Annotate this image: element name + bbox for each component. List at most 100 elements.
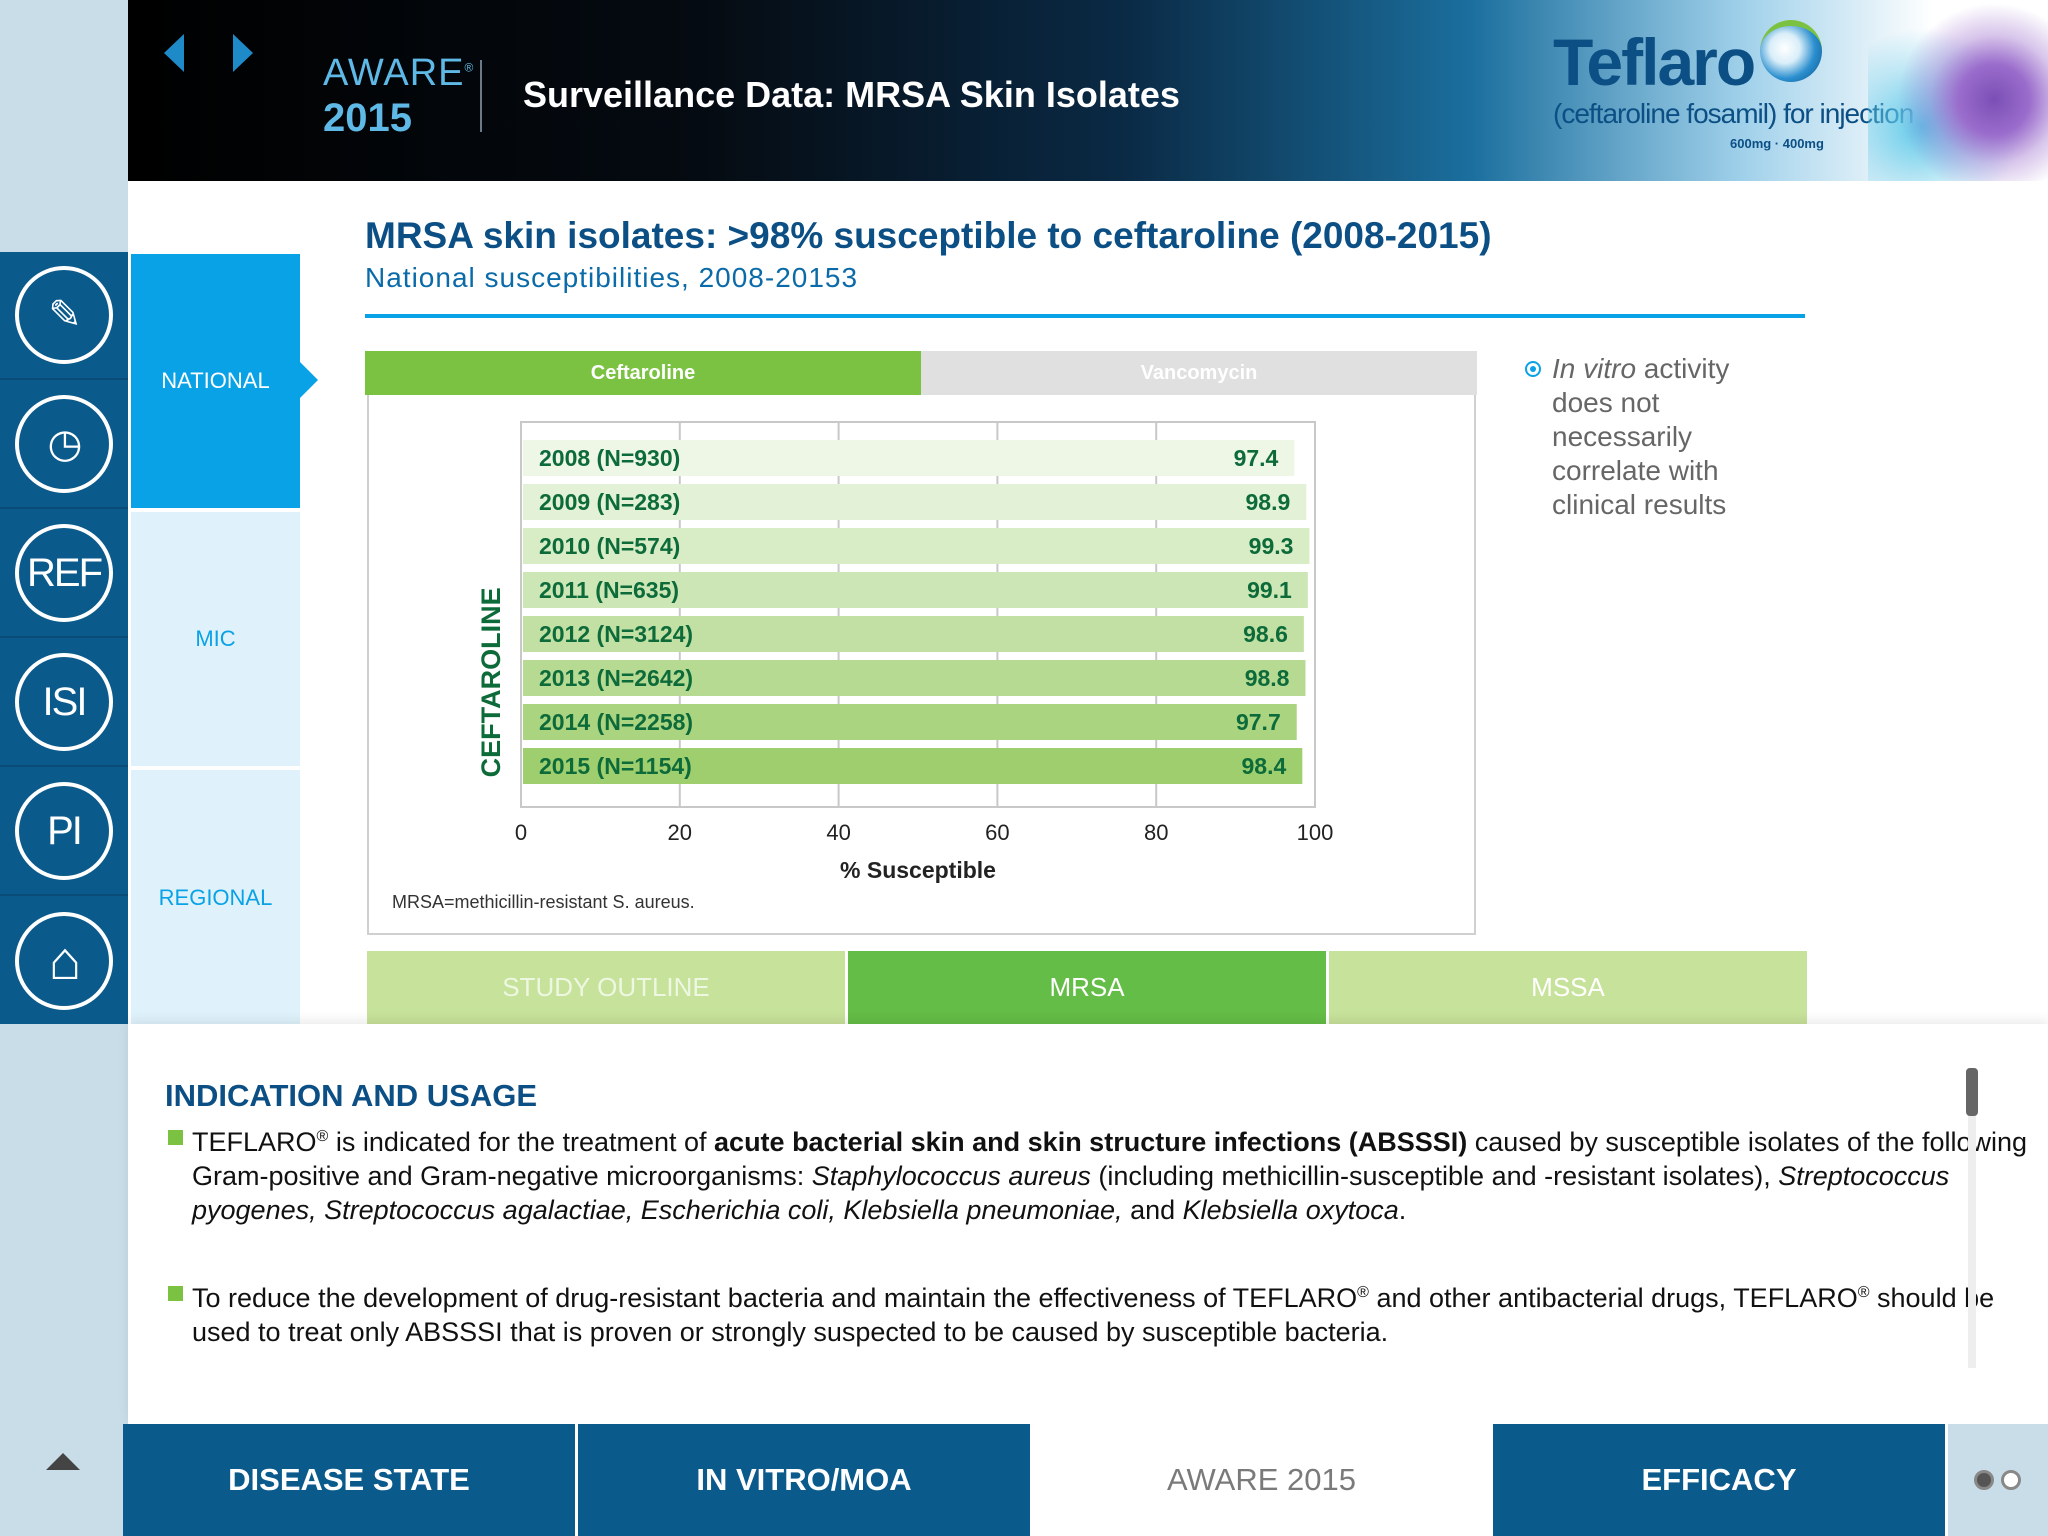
bar-category-label: 2012 (N=3124) xyxy=(539,621,693,647)
tab-label: STUDY OUTLINE xyxy=(502,972,710,1002)
isi-scrollbar-thumb[interactable] xyxy=(1966,1068,1978,1116)
bar-value-label: 98.8 xyxy=(1245,665,1290,691)
x-tick-label: 80 xyxy=(1144,820,1168,845)
dosing-button[interactable]: ◷ xyxy=(0,381,128,509)
x-tick-label: 20 xyxy=(668,820,692,845)
bullet-square-icon xyxy=(168,1286,183,1301)
chart-footnote: MRSA=methicillin-resistant S. aureus. xyxy=(392,892,695,912)
bar-value-label: 99.1 xyxy=(1247,577,1292,603)
bullet-square-icon xyxy=(168,1130,183,1145)
content-subtitle: National susceptibilities, 2008-20153 xyxy=(365,262,859,293)
pi-icon: PI xyxy=(15,782,113,880)
product-logo-dose: 600mg · 400mg xyxy=(1730,136,1824,151)
y-axis-label: CEFTAROLINE xyxy=(476,587,506,777)
bar-category-label: 2014 (N=2258) xyxy=(539,709,693,735)
bar xyxy=(523,660,1306,696)
safety-info-panel[interactable]: INDICATION AND USAGE TEFLARO® is indicat… xyxy=(128,1024,2048,1424)
product-logo-generic: (ceftaroline fosamil) for injection xyxy=(1553,98,1914,129)
footer-tab-efficacy[interactable]: EFFICACY xyxy=(1493,1424,1945,1536)
forward-arrow-icon[interactable] xyxy=(233,34,253,72)
tab-label: Ceftaroline xyxy=(590,361,696,384)
tab-mssa[interactable]: MSSA xyxy=(1329,951,1807,1024)
pager-dot[interactable] xyxy=(2001,1470,2021,1490)
section-tab-label: MIC xyxy=(195,626,236,651)
bullet-circle-icon xyxy=(1525,361,1541,377)
bar xyxy=(523,748,1303,784)
bar-value-label: 97.4 xyxy=(1234,445,1279,471)
product-logo-icon xyxy=(1760,20,1822,82)
tab-label: Vancomycin xyxy=(1140,361,1258,384)
bar-value-label: 99.3 xyxy=(1249,533,1294,559)
dosing-icon: ◷ xyxy=(15,395,113,493)
home-button[interactable]: ⌂ xyxy=(0,897,128,1025)
chart-panel: 0 20 40 60 80 100 2008 (N=930) 97.4 2009 (N=283)… xyxy=(367,395,1476,935)
icon-sidebar: ✎ ◷ REF ISI PI ⌂ xyxy=(0,252,128,1024)
isi-bullet: To reduce the development of drug-resist… xyxy=(168,1276,2028,1349)
footer-tab-label: DISEASE STATE xyxy=(228,1462,470,1497)
bar-category-label: 2013 (N=2642) xyxy=(539,665,693,691)
footer-tab-label: AWARE 2015 xyxy=(1167,1462,1356,1497)
tab-label: MSSA xyxy=(1531,972,1605,1002)
footer-tab-label: EFFICACY xyxy=(1641,1462,1797,1497)
ref-icon: REF xyxy=(15,524,113,622)
tab-ceftaroline[interactable]: Ceftaroline xyxy=(365,351,921,395)
x-tick-label: 100 xyxy=(1297,820,1334,845)
notes-button[interactable]: ✎ xyxy=(0,252,128,380)
x-axis-label: % Susceptible xyxy=(840,857,996,883)
page-title: Surveillance Data: MRSA Skin Isolates xyxy=(523,74,1180,115)
bar-category-label: 2015 (N=1154) xyxy=(539,753,692,779)
bar-value-label: 97.7 xyxy=(1236,709,1281,735)
tab-study-outline[interactable]: STUDY OUTLINE xyxy=(367,951,845,1024)
bar-value-label: 98.9 xyxy=(1246,489,1291,515)
section-tab-mic[interactable]: MIC xyxy=(131,512,300,766)
isi-bullet-text: To reduce the development of drug-resist… xyxy=(192,1283,1995,1347)
bar-category-label: 2011 (N=635) xyxy=(539,577,679,603)
isi-icon: ISI xyxy=(15,653,113,751)
pager-dot-active[interactable] xyxy=(1974,1470,1994,1490)
isi-bullet-text: TEFLARO® is indicated for the treatment … xyxy=(192,1127,2028,1225)
isi-bullet: TEFLARO® is indicated for the treatment … xyxy=(168,1120,2028,1227)
tab-label: MRSA xyxy=(1049,972,1125,1002)
isi-button[interactable]: ISI xyxy=(0,639,128,767)
x-tick-label: 40 xyxy=(826,820,850,845)
bar xyxy=(523,572,1308,608)
notes-icon: ✎ xyxy=(15,266,113,364)
side-note: In vitro activity does not necessarily c… xyxy=(1525,352,1785,522)
product-logo-name: Teflaro xyxy=(1553,25,1756,99)
product-artwork xyxy=(1868,0,2048,181)
aware-logo-year: 2015 xyxy=(323,96,412,140)
title-divider xyxy=(365,314,1805,318)
bar-category-label: 2009 (N=283) xyxy=(539,489,680,515)
home-icon: ⌂ xyxy=(15,912,113,1010)
section-tab-regional[interactable]: REGIONAL xyxy=(131,770,300,1026)
header-bar: AWARE® 2015 Surveillance Data: MRSA Skin… xyxy=(128,0,2048,181)
back-arrow-icon[interactable] xyxy=(164,34,184,72)
isi-scrollbar-track[interactable] xyxy=(1968,1068,1976,1368)
x-tick-label: 60 xyxy=(985,820,1009,845)
bar-value-label: 98.6 xyxy=(1243,621,1288,647)
bar xyxy=(523,484,1307,520)
bar xyxy=(523,440,1295,476)
header-divider xyxy=(480,60,482,132)
x-tick-label: 0 xyxy=(515,820,527,845)
ref-button[interactable]: REF xyxy=(0,510,128,638)
bar-category-label: 2010 (N=574) xyxy=(539,533,680,559)
bar xyxy=(523,616,1304,652)
isi-heading: INDICATION AND USAGE xyxy=(165,1078,537,1113)
footer-tab-in-vitro[interactable]: IN VITRO/MOA xyxy=(578,1424,1030,1536)
tab-vancomycin[interactable]: Vancomycin xyxy=(921,351,1477,395)
tab-mrsa[interactable]: MRSA xyxy=(848,951,1326,1024)
section-tab-national[interactable]: NATIONAL xyxy=(131,254,318,508)
content-title: MRSA skin isolates: >98% susceptible to … xyxy=(365,215,1492,256)
footer-tab-aware[interactable]: AWARE 2015 xyxy=(1033,1424,1490,1536)
side-note-text: In vitro activity does not necessarily c… xyxy=(1552,353,1730,520)
footer-tab-disease-state[interactable]: DISEASE STATE xyxy=(123,1424,575,1536)
aware-logo-word: AWARE® xyxy=(323,52,475,94)
footer-right-area xyxy=(1948,1424,2048,1536)
footer-left-area xyxy=(0,1424,123,1536)
pi-button[interactable]: PI xyxy=(0,768,128,896)
section-tab-label: NATIONAL xyxy=(161,368,270,393)
expand-up-icon[interactable] xyxy=(46,1453,80,1470)
section-tab-label: REGIONAL xyxy=(158,885,273,910)
